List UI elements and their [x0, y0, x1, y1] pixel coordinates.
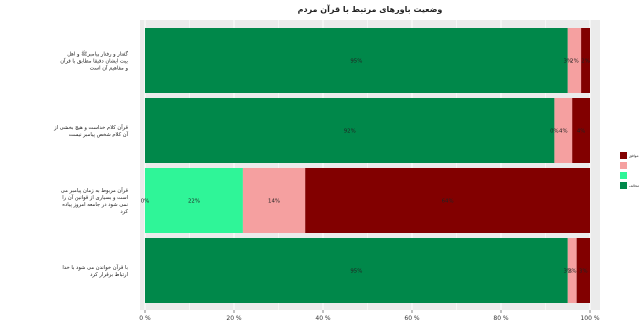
x-tick-label: 100 %	[580, 315, 599, 321]
data-label: 4%	[559, 129, 568, 135]
data-label: 3%	[563, 269, 572, 275]
data-label: 0%	[141, 199, 150, 205]
data-label: 2%	[568, 269, 577, 275]
data-label: 14%	[268, 199, 280, 205]
bar-segment	[581, 28, 590, 93]
bar-segment	[567, 238, 577, 303]
bar-segment	[242, 168, 306, 233]
bar-segment	[305, 168, 590, 233]
category-label: قرآن مربوط به زمان پیامبر می است و بسیاری…	[61, 187, 129, 215]
data-label: 22%	[188, 199, 200, 205]
bar-segment	[145, 168, 243, 233]
legend-label: مخالف	[629, 184, 639, 188]
legend: موافق مخالف	[620, 152, 639, 189]
chart-title: وضعیت باورهای مرتبط با قرآن مردم	[298, 4, 443, 14]
bar-segment	[572, 98, 590, 163]
data-labels: 95% 3%2% 2%92% 0% 4% 4%0% 22% 14% 64%95% 3%2% 3%	[141, 59, 590, 275]
x-tick-label: 80 %	[493, 315, 509, 321]
bar-segment	[576, 238, 590, 303]
legend-swatch	[620, 162, 627, 169]
bars	[145, 28, 590, 303]
legend-label: موافق	[629, 154, 639, 158]
data-label: 2%	[570, 59, 579, 65]
legend-swatch	[620, 172, 627, 179]
legend-swatch	[620, 182, 627, 189]
bar-segment	[145, 28, 568, 93]
data-label: 92%	[344, 129, 356, 135]
legend-swatch	[620, 152, 627, 159]
category-label: با قرآن خواندن می شود با خدا ارتباط برقرا…	[62, 264, 128, 278]
data-label: 95%	[350, 269, 362, 275]
bar-segment	[145, 98, 555, 163]
data-label: 4%	[577, 129, 586, 135]
x-tick-labels: 0 % 20 % 40 % 60 % 80 % 100 %	[139, 310, 600, 321]
data-label: 3%	[579, 269, 588, 275]
data-label: 3%	[563, 59, 572, 65]
x-tick-label: 60 %	[404, 315, 420, 321]
data-label: 2%	[581, 59, 590, 65]
bar-segment	[554, 98, 573, 163]
bar-segment	[567, 28, 582, 93]
category-labels: گفتار و رفتار پیامبرﷺ و اهل بیت ایشان دقی…	[53, 50, 128, 279]
data-label: 95%	[350, 59, 362, 65]
x-tick-label: 40 %	[315, 315, 331, 321]
x-tick-label: 0 %	[139, 315, 151, 321]
category-label: قرآن کلام خداست و هیچ بخشی از آن کلام شخص…	[53, 124, 128, 138]
x-tick-label: 20 %	[226, 315, 242, 321]
category-label: گفتار و رفتار پیامبرﷺ و اهل بیت ایشان دقی…	[60, 50, 128, 72]
data-label: 0%	[550, 129, 559, 135]
bar-segment	[145, 238, 568, 303]
data-label: 64%	[442, 199, 454, 205]
